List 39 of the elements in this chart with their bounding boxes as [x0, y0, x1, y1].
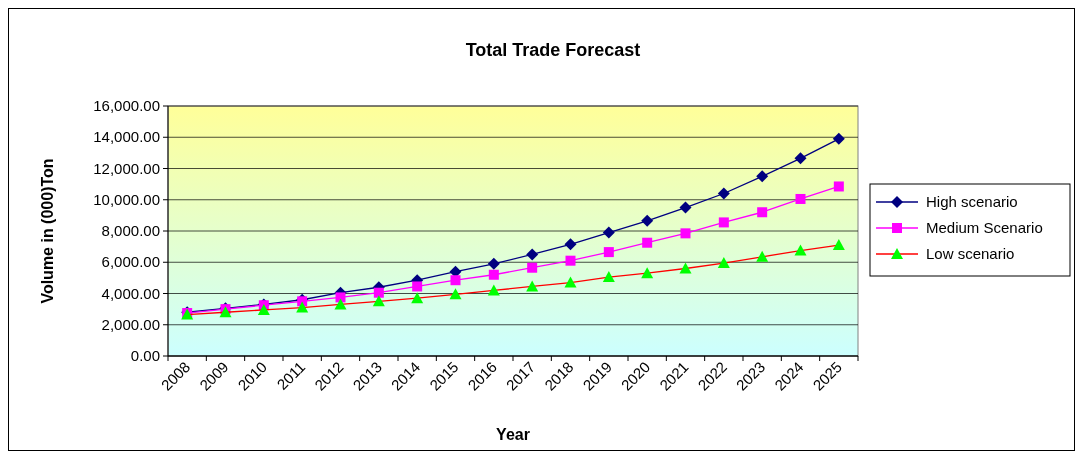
point — [718, 217, 729, 228]
point — [680, 228, 691, 239]
point — [756, 170, 769, 183]
point — [794, 152, 807, 165]
point — [487, 257, 500, 270]
point — [641, 214, 654, 227]
point — [373, 287, 384, 298]
chart-title: Total Trade Forecast — [465, 40, 641, 60]
point — [679, 201, 692, 214]
point — [335, 292, 346, 303]
point — [795, 193, 806, 204]
point — [757, 207, 768, 218]
legend-label: High scenario — [926, 193, 1018, 210]
y-tick-label: 10,000.00 — [93, 190, 160, 208]
point — [642, 237, 653, 248]
x-axis-title: Year — [496, 426, 530, 443]
y-tick-label: 4,000.00 — [101, 284, 160, 302]
point — [833, 181, 844, 192]
point — [412, 281, 423, 292]
point — [603, 247, 614, 258]
legend-label: Medium Scenario — [926, 219, 1043, 236]
point — [527, 262, 538, 273]
point — [450, 275, 461, 286]
y-tick-label: 2,000.00 — [101, 315, 160, 333]
point — [564, 238, 577, 251]
point — [526, 248, 539, 261]
point — [717, 187, 730, 200]
y-axis-title: Volume in (000)Ton — [39, 158, 56, 304]
y-tick-label: 14,000.00 — [93, 128, 160, 146]
point — [832, 132, 845, 145]
y-tick-label: 16,000.00 — [93, 97, 160, 114]
y-tick-label: 0.00 — [130, 347, 160, 364]
y-tick-label: 6,000.00 — [101, 253, 160, 271]
point — [488, 269, 499, 280]
y-tick-label: 12,000.00 — [93, 159, 160, 177]
legend-label: Low scenario — [926, 245, 1015, 262]
y-tick-label: 8,000.00 — [101, 222, 160, 239]
point — [602, 226, 615, 239]
point — [565, 255, 576, 266]
